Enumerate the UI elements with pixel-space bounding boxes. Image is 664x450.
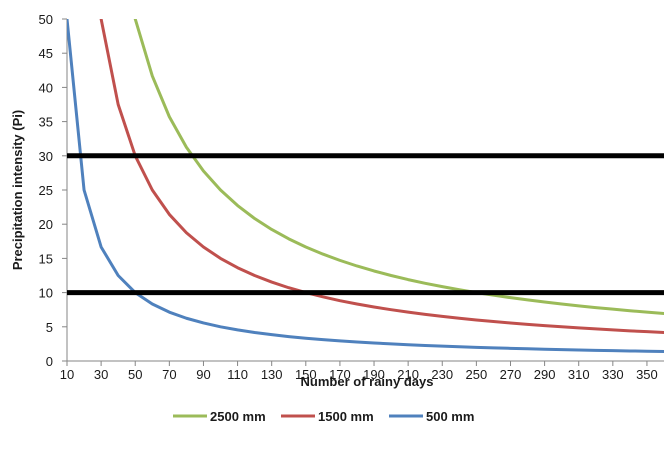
series-line-2500-mm <box>133 19 664 316</box>
x-tick-label: 190 <box>363 367 385 382</box>
y-tick-label: 10 <box>39 286 53 301</box>
plot-area <box>66 19 664 362</box>
x-tick-label: 170 <box>329 367 351 382</box>
legend-label: 1500 mm <box>318 409 374 424</box>
series-line-1500-mm <box>99 19 664 334</box>
x-tick-label: 270 <box>500 367 522 382</box>
x-tick-label: 130 <box>261 367 283 382</box>
y-tick-label: 25 <box>39 183 53 198</box>
series-1500-mm <box>99 19 664 334</box>
x-tick-label: 150 <box>295 367 317 382</box>
series-layer <box>67 19 664 353</box>
y-tick-label: 50 <box>39 12 53 27</box>
x-tick-label: 90 <box>196 367 210 382</box>
legend: 2500 mm 1500 mm 500 mm <box>173 409 474 424</box>
y-axis-ticks: 0 5 10 15 20 25 30 35 40 45 50 <box>39 12 67 369</box>
y-axis-title: Precipitation intensity (Pi) <box>10 110 25 270</box>
legend-item-1500-mm: 1500 mm <box>281 409 374 424</box>
y-tick-label: 5 <box>46 320 53 335</box>
x-tick-label: 70 <box>162 367 176 382</box>
x-tick-label: 310 <box>568 367 590 382</box>
legend-item-500-mm: 500 mm <box>389 409 474 424</box>
series-line-500-mm <box>67 19 664 353</box>
x-axis-ticks: 10 30 50 70 90 110 130 150 170 190 210 230 250 270 290… <box>60 361 658 382</box>
series-500-mm <box>67 19 664 353</box>
legend-label: 2500 mm <box>210 409 266 424</box>
x-tick-label: 290 <box>534 367 556 382</box>
x-tick-label: 110 <box>227 367 248 382</box>
legend-item-2500-mm: 2500 mm <box>173 409 266 424</box>
y-tick-label: 30 <box>39 149 53 164</box>
reference-lines <box>67 153 664 296</box>
y-tick-label: 40 <box>39 80 53 95</box>
legend-label: 500 mm <box>426 409 474 424</box>
y-tick-label: 45 <box>39 46 53 61</box>
x-tick-label: 10 <box>60 367 74 382</box>
y-tick-label: 20 <box>39 217 53 232</box>
x-tick-label: 50 <box>128 367 142 382</box>
y-tick-label: 15 <box>39 251 53 266</box>
x-tick-label: 230 <box>431 367 453 382</box>
y-tick-label: 0 <box>46 354 53 369</box>
x-axis-title: Number of rainy days <box>301 374 434 389</box>
x-tick-label: 30 <box>94 367 108 382</box>
y-tick-label: 35 <box>39 115 53 130</box>
x-tick-label: 210 <box>397 367 419 382</box>
x-tick-label: 350 <box>636 367 658 382</box>
x-tick-label: 250 <box>466 367 488 382</box>
x-tick-label: 330 <box>602 367 624 382</box>
